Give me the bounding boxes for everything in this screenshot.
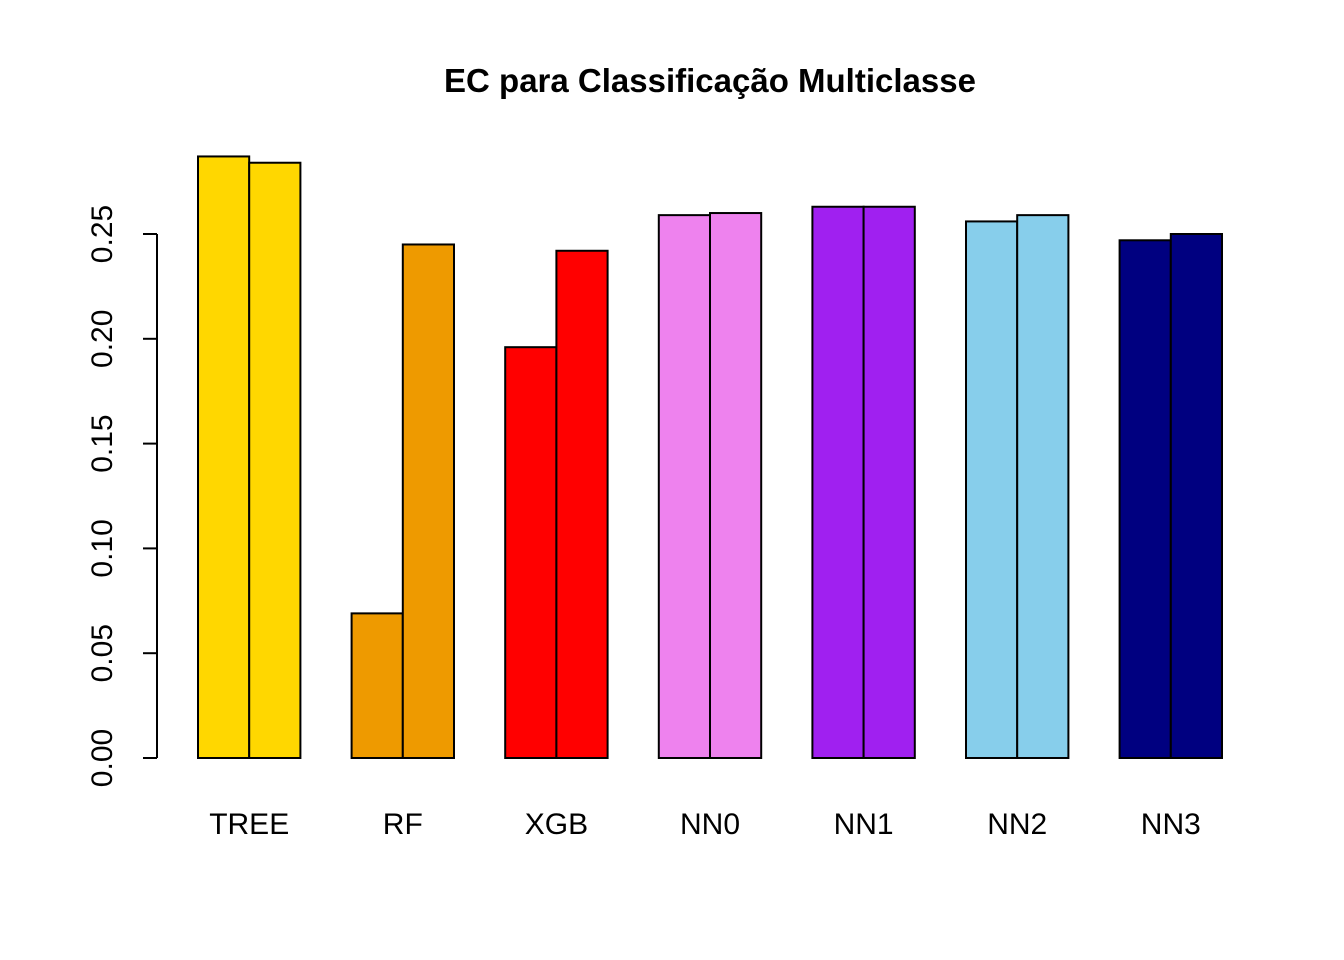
x-tick-label: NN0 xyxy=(680,808,740,841)
bar-xgb-1 xyxy=(504,346,558,759)
y-tick-label: 0.20 xyxy=(86,310,119,368)
y-tick-label: 0.15 xyxy=(86,414,119,472)
bar-nn3-2 xyxy=(1169,233,1224,759)
bar-tree-2 xyxy=(248,161,302,759)
y-tick-label: 0.25 xyxy=(86,205,119,263)
bar-nn0-2 xyxy=(709,212,763,760)
y-tick-label: 0.10 xyxy=(86,519,119,577)
x-tick-label: RF xyxy=(383,808,423,841)
x-tick-label: TREE xyxy=(209,808,289,841)
y-axis: 0.00 0.05 0.10 0.15 0.20 0.25 xyxy=(86,205,158,787)
x-tick-label: NN1 xyxy=(834,808,894,841)
bar-nn2-2 xyxy=(1016,214,1070,760)
x-axis-labels: TREE RF XGB NN0 NN1 NN2 NN3 xyxy=(209,808,1201,841)
x-tick-label: NN2 xyxy=(987,808,1047,841)
bar-tree-1 xyxy=(197,155,251,759)
bar-nn3-1 xyxy=(1118,239,1172,759)
bar-nn1-2 xyxy=(862,205,916,759)
x-tick-label: XGB xyxy=(525,808,588,841)
chart-title: EC para Classificação Multiclasse xyxy=(444,62,976,99)
x-tick-label: NN3 xyxy=(1141,808,1201,841)
bar-nn1-1 xyxy=(811,205,865,759)
y-tick-label: 0.05 xyxy=(86,624,119,682)
bar-rf-2 xyxy=(401,243,455,760)
bar-nn2-1 xyxy=(965,220,1019,759)
y-tick-label: 0.00 xyxy=(86,729,119,787)
bar-rf-1 xyxy=(350,612,404,759)
bar-nn0-1 xyxy=(657,214,711,760)
bar-xgb-2 xyxy=(555,249,609,759)
bars xyxy=(197,155,1224,760)
